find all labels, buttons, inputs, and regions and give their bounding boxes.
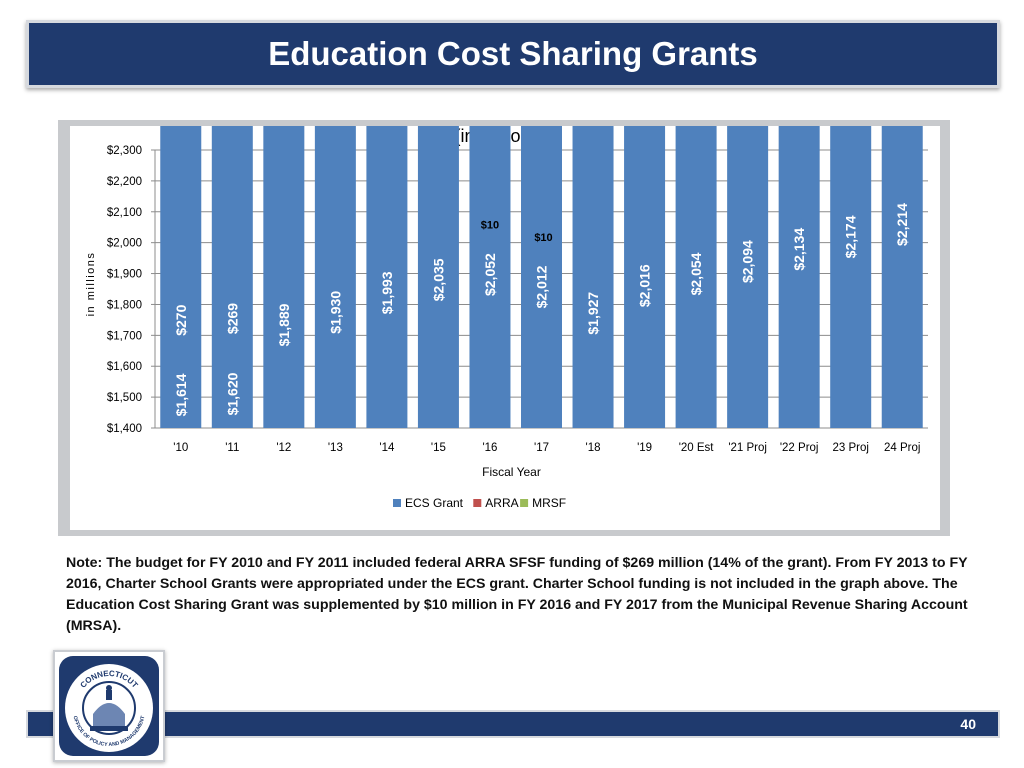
y-tick-label: $2,300	[107, 145, 142, 157]
bar-ecs-grant	[314, 0, 356, 429]
y-axis-label: in millions	[85, 252, 97, 317]
opm-logo: CONNECTICUT OFFICE OF POLICY AND MANAGEM…	[53, 650, 165, 762]
y-tick-label: $1,400	[107, 423, 142, 435]
y-tick-label: $2,000	[107, 238, 142, 250]
note-text: Note: The budget for FY 2010 and FY 2011…	[66, 555, 968, 634]
data-label-ecs: $2,134	[791, 228, 807, 271]
bar-ecs-grant	[881, 0, 923, 428]
data-label-ecs: $2,094	[740, 240, 756, 283]
x-tick-label: '18	[586, 442, 601, 454]
x-tick-label: 24 Proj	[884, 442, 920, 454]
x-tick-label: '14	[379, 442, 395, 454]
data-label-ecs: $1,993	[379, 271, 395, 314]
x-tick-label: '22 Proj	[780, 442, 819, 454]
y-tick-label: $2,200	[107, 176, 142, 188]
data-label-ecs: $2,016	[637, 264, 653, 307]
data-label-arra: $270	[173, 304, 189, 335]
data-label-ecs: $1,889	[276, 303, 292, 346]
x-tick-label: '12	[276, 442, 291, 454]
data-label-arra: $269	[224, 303, 240, 334]
legend-swatch-mrsf	[520, 499, 529, 507]
bar-ecs-grant	[572, 0, 614, 428]
legend-swatch-ecs-grant	[393, 499, 401, 507]
data-label-ecs: $1,614	[173, 373, 189, 416]
chart-panel: (in millions) $1,400 $1,500 $1,600 $1,700 $1,…	[70, 0, 940, 530]
x-tick-label: '19	[637, 442, 652, 454]
legend-label-arra: ARRA	[485, 496, 518, 510]
x-tick-label: '11	[225, 442, 239, 454]
data-label-ecs: $2,054	[688, 252, 704, 295]
data-label-ecs: $2,214	[894, 203, 910, 246]
y-tick-label: $1,600	[107, 361, 142, 373]
footer-bar: 40	[26, 710, 1000, 738]
x-axis-label: Fiscal Year	[482, 465, 541, 479]
data-label-mrsf: $10	[481, 220, 499, 232]
data-label-ecs: $2,012	[534, 265, 550, 308]
data-label-ecs: $2,052	[482, 253, 498, 296]
legend-swatch-arra	[473, 499, 482, 507]
legend-label-mrsf: MRSF	[532, 496, 566, 510]
data-label-ecs: $1,620	[224, 372, 240, 415]
x-tick-label: '13	[328, 442, 343, 454]
legend-label-ecs-grant: ECS Grant	[405, 496, 464, 510]
y-tick-label: $1,900	[107, 269, 142, 281]
bar-ecs-grant	[830, 0, 872, 428]
chart: (in millions)$1,400$1,500$1,600$1,700$1,…	[85, 0, 928, 510]
data-label-ecs: $1,927	[585, 292, 601, 335]
y-tick-label: $1,800	[107, 299, 142, 311]
y-tick-label: $1,500	[107, 392, 142, 404]
bar-ecs-grant	[778, 0, 820, 428]
data-label-mrsf: $10	[534, 232, 552, 244]
data-label-ecs: $2,174	[843, 215, 859, 258]
x-tick-label: '16	[482, 442, 497, 454]
page-number: 40	[960, 716, 976, 732]
x-tick-label: '15	[431, 442, 446, 454]
data-label-ecs: $2,035	[430, 258, 446, 301]
y-tick-label: $1,700	[107, 330, 142, 342]
data-label-ecs: $1,930	[327, 291, 343, 334]
x-tick-label: '17	[534, 442, 549, 454]
bar-ecs-grant	[263, 0, 305, 428]
slide-title: Education Cost Sharing Grants	[268, 35, 758, 72]
x-tick-label: 23 Proj	[832, 442, 868, 454]
seal-icon: CONNECTICUT OFFICE OF POLICY AND MANAGEM…	[59, 656, 159, 756]
x-tick-label: '21 Proj	[728, 442, 767, 454]
title-bar: Education Cost Sharing Grants	[26, 20, 1000, 88]
x-tick-label: '10	[173, 442, 188, 454]
x-tick-label: '20 Est	[679, 442, 715, 454]
y-tick-label: $2,100	[107, 207, 142, 219]
